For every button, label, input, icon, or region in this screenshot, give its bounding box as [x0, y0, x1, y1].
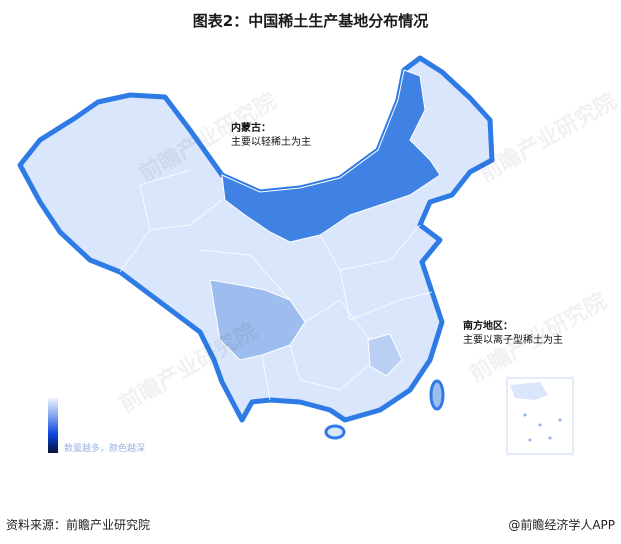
source-text: 资料来源：前瞻产业研究院 — [6, 518, 151, 532]
province-borders — [119, 169, 433, 401]
region-south — [367, 333, 403, 377]
chart-title: 图表2：中国稀土生产基地分布情况 — [192, 12, 429, 30]
annotation-text: 主要以轻稀土为主 — [231, 137, 311, 148]
annotation-south: 南方地区： 主要以离子型稀土为主 — [463, 320, 563, 348]
region-inner-mongolia — [221, 69, 441, 243]
legend-color-bar — [48, 398, 58, 453]
brand-text: @前瞻经济学人APP — [508, 518, 615, 532]
annotation-heading: 南方地区： — [463, 321, 513, 332]
legend-text: 数量越多，颜色越深 — [64, 444, 146, 454]
region-taiwan — [429, 379, 445, 411]
annotation-heading: 内蒙古： — [231, 123, 271, 134]
annotation-text: 主要以离子型稀土为主 — [463, 335, 563, 346]
inset-islands — [523, 413, 562, 442]
inset-coast — [510, 382, 548, 400]
annotation-inner-mongolia: 内蒙古： 主要以轻稀土为主 — [231, 122, 311, 150]
region-hainan — [324, 424, 346, 440]
